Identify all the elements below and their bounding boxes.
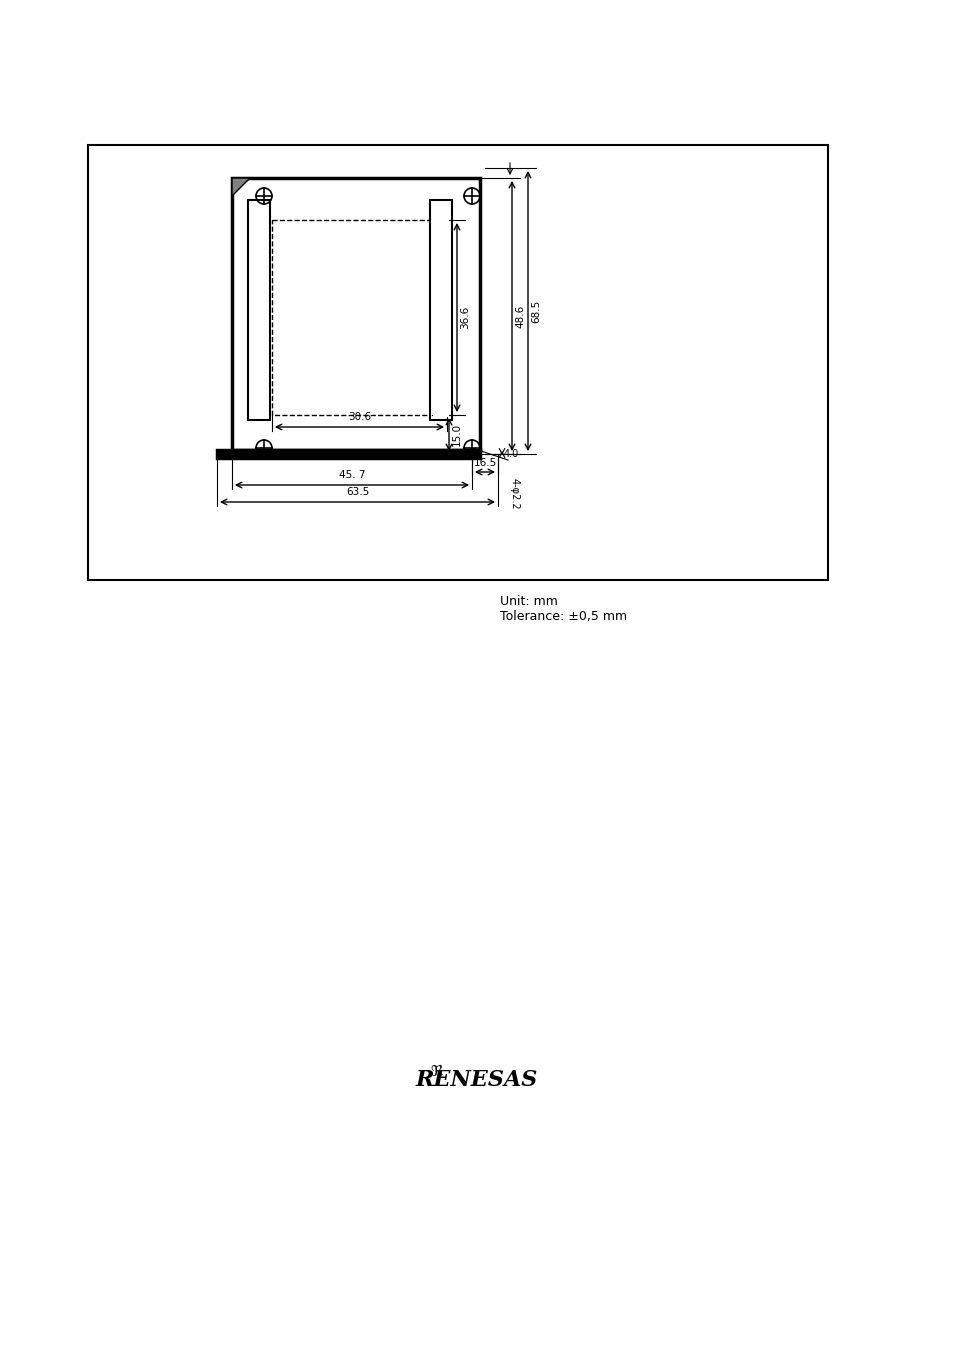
Bar — [216, 450, 479, 458]
Bar — [248, 200, 270, 420]
Text: 45. 7: 45. 7 — [338, 470, 365, 480]
Bar — [232, 178, 479, 450]
Bar — [251, 203, 267, 417]
Text: 36.6: 36.6 — [459, 305, 470, 330]
Text: 4-φ2.2: 4-φ2.2 — [510, 478, 519, 509]
Text: 15.0: 15.0 — [452, 423, 461, 446]
Polygon shape — [232, 178, 250, 196]
Text: 63.5: 63.5 — [346, 486, 369, 497]
Text: Tolerance: ±0,5 mm: Tolerance: ±0,5 mm — [499, 611, 626, 623]
Text: Unit: mm: Unit: mm — [499, 594, 558, 608]
Text: 30.6: 30.6 — [348, 412, 371, 422]
Bar — [433, 203, 449, 417]
Text: 68.5: 68.5 — [531, 300, 540, 323]
Bar — [272, 220, 447, 415]
Text: 4.0: 4.0 — [503, 449, 518, 459]
Text: ℜ: ℜ — [431, 1065, 443, 1079]
Bar — [88, 145, 827, 580]
Text: 16.5: 16.5 — [473, 458, 497, 467]
Bar — [430, 200, 452, 420]
Text: 48.6: 48.6 — [515, 304, 524, 328]
Text: RENESAS: RENESAS — [416, 1069, 537, 1092]
